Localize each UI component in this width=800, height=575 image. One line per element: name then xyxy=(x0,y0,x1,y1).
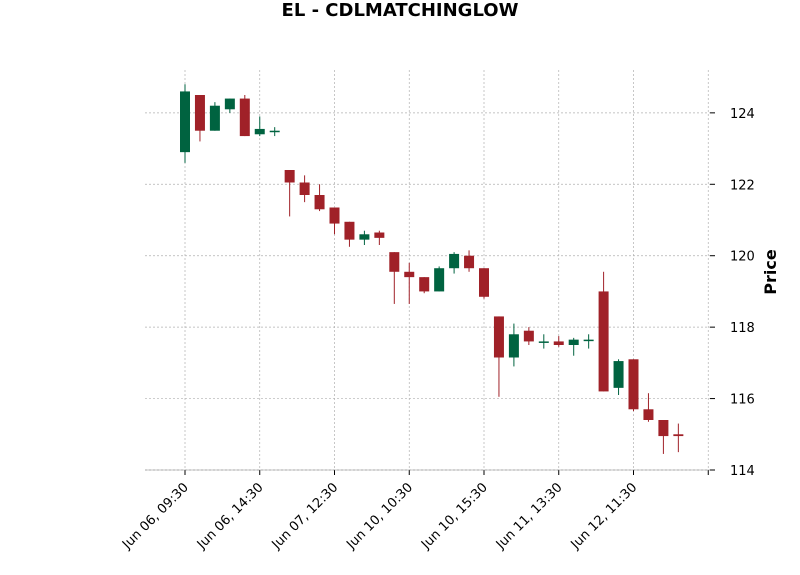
candle-body xyxy=(449,253,460,269)
candle-body xyxy=(284,170,295,183)
candle-body xyxy=(613,361,624,388)
x-tick-label: Jun 10, 10:30 xyxy=(343,480,416,553)
x-tick-label: Jun 06, 14:30 xyxy=(194,480,267,553)
candle-body xyxy=(479,268,489,297)
candle-body xyxy=(508,334,519,358)
grid-layer xyxy=(145,70,710,471)
chart-title: EL - CDLMATCHINGLOW xyxy=(281,0,519,21)
candle-body xyxy=(329,207,340,224)
candle-body xyxy=(359,234,370,240)
candle-body xyxy=(628,359,639,410)
candle-body xyxy=(464,255,475,269)
y-axis-label: Price xyxy=(761,249,780,295)
x-tick-label: Jun 10, 15:30 xyxy=(418,480,491,553)
candle-body xyxy=(389,252,400,272)
x-tick-label: Jun 12, 11:30 xyxy=(568,480,641,553)
x-tick-label: Jun 11, 13:30 xyxy=(493,480,566,553)
candle-layer xyxy=(180,84,684,454)
candle-body xyxy=(314,195,325,210)
candle-body xyxy=(538,341,549,343)
x-tick-label: Jun 06, 09:30 xyxy=(119,480,192,553)
y-tick-label: 122 xyxy=(730,178,755,193)
candle-body xyxy=(239,98,250,137)
candle-body xyxy=(374,232,385,238)
candle-body xyxy=(598,291,609,392)
candle-body xyxy=(583,339,594,342)
candle-body xyxy=(224,98,235,110)
candle-body xyxy=(209,105,220,131)
y-tick-label: 114 xyxy=(730,464,755,479)
candle-body xyxy=(523,330,534,342)
candle-body xyxy=(553,341,564,345)
candle-body xyxy=(673,434,684,437)
candle-body xyxy=(180,91,190,153)
candle-body xyxy=(194,95,205,131)
y-tick-label: 118 xyxy=(730,321,755,336)
candle-body xyxy=(254,128,265,135)
candle-body xyxy=(269,130,280,133)
candle-body xyxy=(344,221,355,240)
candle-body xyxy=(434,268,445,292)
candle-body xyxy=(404,271,415,278)
candle-body xyxy=(658,420,669,437)
candle-body xyxy=(493,316,504,358)
y-tick-label: 116 xyxy=(730,393,755,408)
candle-body xyxy=(643,409,654,420)
axis-layer: 114 116 118 120 122 124 Jun 06, 09:30 Jun 06, 1… xyxy=(119,107,755,553)
y-tick-label: 120 xyxy=(730,250,755,265)
candle-body xyxy=(299,182,310,195)
y-tick-label: 124 xyxy=(730,107,755,122)
candle-body xyxy=(568,339,579,345)
x-tick-label: Jun 07, 12:30 xyxy=(269,480,342,553)
candle-body xyxy=(419,277,430,292)
